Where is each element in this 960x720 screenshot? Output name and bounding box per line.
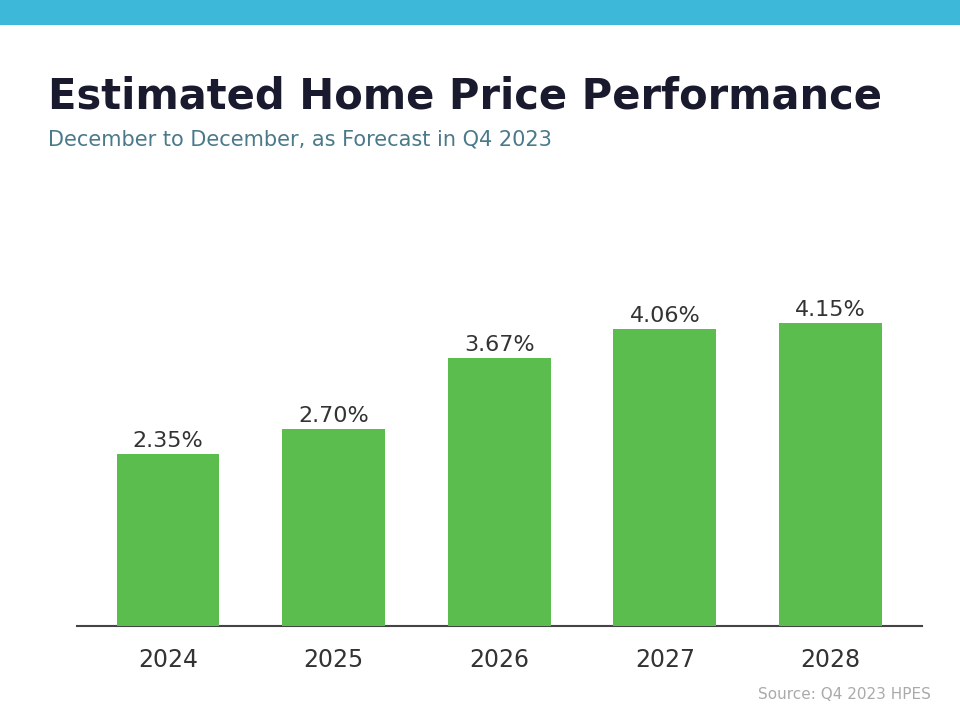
Text: Estimated Home Price Performance: Estimated Home Price Performance [48,76,882,117]
Text: 4.06%: 4.06% [630,306,700,326]
Bar [116,454,219,626]
Bar [282,429,385,626]
Text: 2.70%: 2.70% [299,406,369,426]
Text: Source: Q4 2023 HPES: Source: Q4 2023 HPES [758,687,931,702]
Text: 2.35%: 2.35% [132,431,204,451]
Bar [780,323,882,626]
Bar [448,358,550,626]
Text: December to December, as Forecast in Q4 2023: December to December, as Forecast in Q4 … [48,130,552,150]
Text: 4.15%: 4.15% [795,300,866,320]
Bar [613,329,716,626]
Text: 3.67%: 3.67% [464,335,535,355]
